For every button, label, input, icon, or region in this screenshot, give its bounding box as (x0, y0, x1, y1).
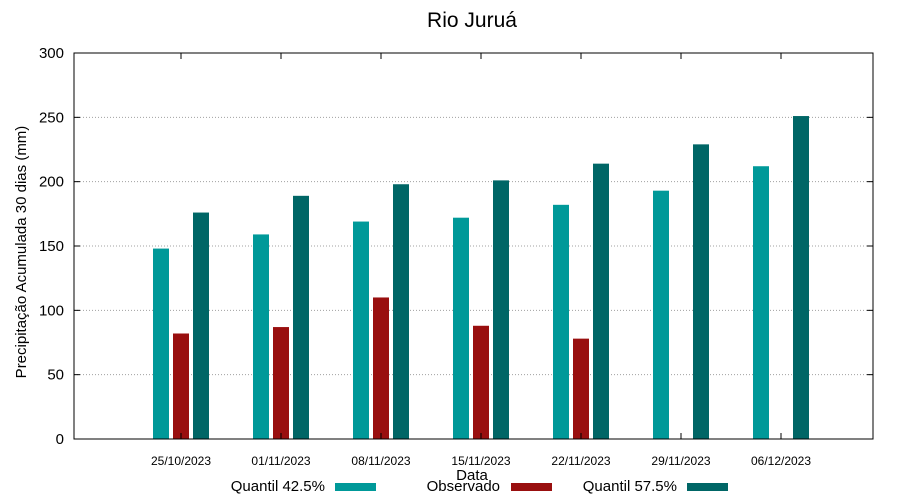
bar-quantil-42-5 (253, 234, 269, 439)
x-ticks: 25/10/2023 01/11/2023 08/11/2023 15/11/2023… (151, 53, 811, 468)
legend-item-quantil-57-5: Quantil 57.5% (583, 478, 728, 495)
bar-quantil-42-5 (353, 221, 369, 439)
y-tick-label: 250 (39, 109, 64, 126)
y-tick-label: 100 (39, 302, 64, 319)
x-tick-label: 08/11/2023 (351, 454, 410, 468)
y-tick-label: 150 (39, 238, 64, 255)
bar-quantil-57-5 (293, 195, 309, 439)
bar-quantil-57-5 (593, 163, 609, 440)
legend-label: Observado (427, 478, 500, 495)
x-axis-label: Data (456, 467, 488, 484)
bar-quantil-42-5 (453, 217, 469, 439)
y-tick-label: 200 (39, 174, 64, 191)
legend-item-observado: Observado (427, 478, 552, 495)
bar-observado (573, 338, 589, 439)
bar-quantil-57-5 (493, 180, 509, 439)
bar-quantil-57-5 (393, 184, 409, 439)
x-tick-label: 15/11/2023 (451, 454, 510, 468)
legend-swatch (335, 483, 376, 491)
legend-label: Quantil 57.5% (583, 478, 677, 495)
legend-swatch (687, 483, 728, 491)
bar-quantil-57-5 (693, 144, 709, 439)
y-axis-label: Precipitação Acumulada 30 dias (mm) (13, 126, 30, 379)
x-tick-label: 29/11/2023 (651, 454, 710, 468)
legend-swatch (511, 483, 552, 491)
y-ticks: 0 50 100 150 200 250 300 (39, 45, 873, 448)
bar-quantil-42-5 (753, 166, 769, 439)
bar-observado (473, 325, 489, 439)
legend: Quantil 42.5% Observado Quantil 57.5% (231, 478, 728, 495)
chart-title: Rio Juruá (427, 9, 517, 32)
bar-quantil-57-5 (193, 212, 209, 439)
bar-observado (273, 327, 289, 439)
legend-item-quantil-42-5: Quantil 42.5% (231, 478, 376, 495)
y-tick-label: 300 (39, 45, 64, 62)
bars (153, 116, 809, 440)
bar-quantil-42-5 (553, 204, 569, 439)
y-tick-label: 0 (56, 431, 64, 448)
x-tick-label: 25/10/2023 (151, 454, 211, 468)
legend-label: Quantil 42.5% (231, 478, 325, 495)
y-tick-label: 50 (47, 367, 64, 384)
bar-quantil-42-5 (653, 190, 669, 439)
bar-observado (373, 297, 389, 439)
bar-quantil-57-5 (793, 116, 809, 440)
x-tick-label: 01/11/2023 (251, 454, 310, 468)
x-tick-label: 06/12/2023 (751, 454, 811, 468)
x-tick-label: 22/11/2023 (551, 454, 610, 468)
bar-observado (173, 333, 189, 439)
bar-quantil-42-5 (153, 248, 169, 439)
